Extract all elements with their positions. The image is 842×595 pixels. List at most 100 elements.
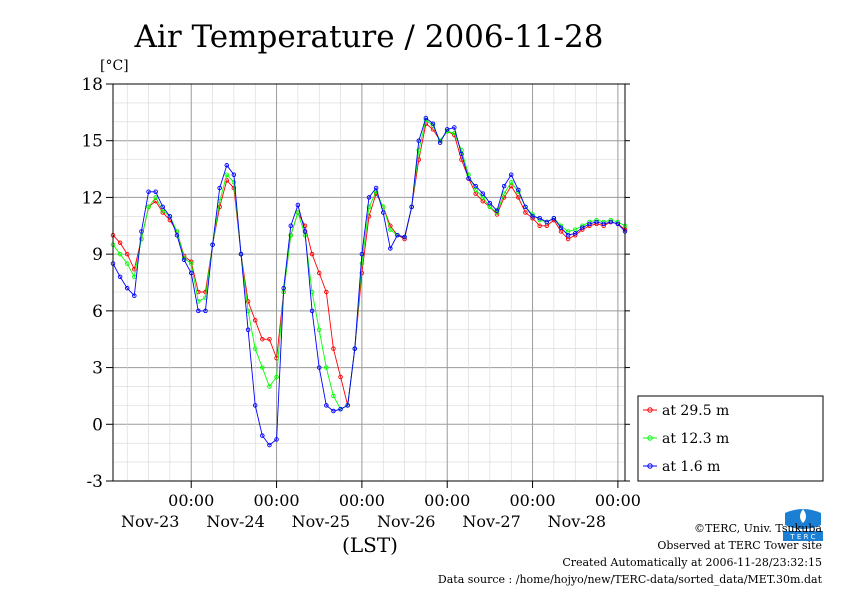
data-point (231, 172, 237, 177)
data-point (501, 183, 507, 189)
data-point (324, 365, 329, 370)
data-point (444, 127, 450, 132)
x-tick-time-label: 00:00 (510, 491, 556, 510)
data-point (388, 227, 393, 232)
logo-text: T E R C (789, 533, 815, 541)
data-point (324, 403, 329, 408)
data-point (139, 236, 144, 242)
data-point (473, 183, 478, 189)
data-point (423, 115, 429, 121)
data-point (331, 393, 336, 399)
data-source-text: Data source : /home/hojyo/new/TERC-data/… (437, 573, 822, 586)
data-point (388, 246, 393, 251)
copyright-text: ©TERC, Univ. Tsukuba (693, 522, 822, 535)
y-tick-label: 12 (81, 188, 103, 208)
plot-frame (112, 83, 626, 482)
data-point (523, 204, 528, 210)
data-point (572, 231, 578, 236)
legend-swatch-marker (647, 463, 653, 469)
data-point (565, 232, 571, 238)
data-point (537, 215, 542, 221)
data-point (153, 189, 158, 195)
x-tick-time-label: 00:00 (168, 491, 214, 510)
data-point (373, 185, 379, 191)
data-point (615, 221, 621, 227)
data-point (338, 406, 343, 412)
x-tick-date-label: Nov-27 (462, 512, 520, 531)
x-tick-date-label: Nov-25 (292, 512, 350, 531)
data-point (409, 204, 414, 210)
data-point (395, 232, 400, 238)
y-axis-label: [°C] (100, 58, 129, 74)
data-point (338, 374, 343, 380)
data-point (558, 225, 564, 230)
x-tick-date-label: Nov-28 (548, 512, 606, 531)
data-point (267, 336, 272, 342)
data-point (174, 232, 180, 238)
data-point (238, 251, 244, 257)
series-line-1 (112, 122, 626, 406)
data-point (295, 202, 301, 208)
y-axis-ticks: -3 0 3 6 9 12 15 18 (81, 75, 630, 492)
data-point (494, 208, 500, 213)
y-tick-label: 3 (92, 359, 103, 379)
series-line-3 (112, 117, 626, 446)
data-point (160, 204, 166, 210)
legend-box (637, 395, 824, 482)
x-tick-date-label: Nov-26 (377, 512, 435, 531)
data-point (117, 251, 123, 257)
data-point (402, 234, 407, 240)
x-tick-time-label: 00:00 (595, 491, 641, 510)
data-point (274, 437, 279, 442)
data-point (124, 285, 130, 291)
data-point (302, 229, 308, 234)
data-point (117, 274, 123, 280)
data-point (188, 261, 194, 266)
data-point (551, 215, 557, 221)
terc-logo: T E R C (783, 503, 823, 545)
data-point (274, 374, 279, 380)
data-point (516, 187, 521, 193)
data-point (260, 365, 265, 370)
data-point (352, 346, 358, 351)
data-point (224, 172, 230, 177)
data-point (594, 219, 599, 225)
data-point (487, 200, 493, 206)
data-point (601, 221, 606, 227)
x-axis-label: (LST) (342, 533, 398, 557)
data-point (245, 299, 251, 304)
data-point (252, 318, 258, 323)
y-tick-label: -3 (86, 472, 103, 492)
plot-series (110, 115, 628, 448)
plot-grid (113, 84, 625, 481)
data-point (366, 195, 372, 200)
data-point (331, 408, 336, 414)
data-point (188, 270, 194, 276)
data-point (316, 270, 322, 276)
x-tick-date-label: Nov-23 (121, 512, 179, 531)
data-point (366, 214, 372, 219)
data-point (132, 293, 137, 298)
y-tick-label: 6 (92, 302, 103, 322)
data-point (608, 219, 614, 225)
data-point (466, 176, 471, 181)
data-point (231, 180, 237, 185)
observed-text: Observed at TERC Tower site (657, 539, 822, 552)
legend-swatch-marker (647, 435, 653, 441)
data-point (430, 121, 436, 126)
data-point (523, 210, 528, 215)
data-point (359, 251, 365, 257)
data-point (260, 433, 265, 438)
legend-swatch-marker (647, 407, 653, 413)
data-point (210, 242, 215, 247)
data-point (167, 214, 173, 219)
data-point (181, 257, 187, 263)
data-point (288, 223, 294, 229)
x-tick-date-label: Nov-24 (206, 512, 264, 531)
data-point (224, 163, 230, 168)
y-tick-label: 0 (92, 415, 103, 435)
data-point (331, 346, 336, 351)
data-point (309, 251, 315, 257)
data-point (345, 403, 350, 408)
